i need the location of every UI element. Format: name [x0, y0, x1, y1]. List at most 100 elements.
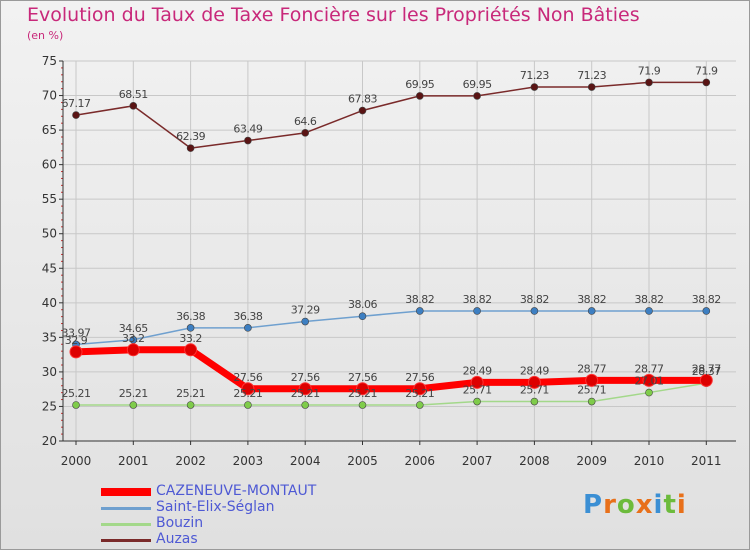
y-tick-label: 20 — [42, 434, 57, 448]
data-point — [527, 375, 541, 389]
data-point — [587, 83, 596, 91]
data-point — [129, 102, 138, 110]
data-point — [186, 324, 195, 332]
legend-swatch — [101, 523, 151, 526]
data-point — [358, 312, 367, 321]
data-point — [699, 373, 713, 387]
data-label: 71.23 — [520, 69, 549, 82]
data-label: 67.83 — [348, 93, 377, 106]
y-tick-label: 65 — [42, 123, 57, 137]
legend-label: CAZENEUVE-MONTAUT — [156, 483, 317, 499]
logo-letter: t — [663, 490, 677, 520]
data-label: 28.77 — [635, 362, 664, 375]
data-label: 25.71 — [520, 384, 549, 397]
data-label: 67.17 — [62, 97, 91, 110]
legend-label: Saint-Elix-Séglan — [156, 499, 275, 515]
data-label: 27.01 — [635, 375, 664, 388]
data-point — [415, 92, 424, 100]
data-label: 36.38 — [176, 310, 205, 323]
data-point — [244, 324, 252, 332]
x-tick-label: 2005 — [347, 454, 378, 468]
x-tick-label: 2008 — [519, 454, 550, 468]
logo-letter: P — [583, 490, 604, 520]
logo-letter: i — [676, 490, 687, 520]
logo-letter: o — [616, 490, 636, 520]
data-point — [72, 401, 80, 409]
x-tick-label: 2002 — [175, 454, 206, 468]
y-tick-label: 60 — [42, 158, 57, 172]
data-label: 38.82 — [463, 293, 492, 306]
data-label: 25.21 — [119, 387, 148, 400]
logo-letter: i — [653, 490, 664, 520]
legend-swatch — [101, 488, 151, 496]
x-tick-label: 2001 — [118, 454, 149, 468]
data-point — [358, 106, 367, 115]
data-label: 38.06 — [348, 298, 377, 311]
data-point — [473, 397, 481, 406]
y-tick-label: 30 — [42, 365, 57, 379]
data-label: 33.2 — [179, 332, 202, 345]
data-point — [129, 335, 138, 344]
data-point — [184, 343, 198, 357]
x-tick-label: 2006 — [405, 454, 436, 468]
data-label: 32.9 — [65, 334, 88, 347]
chart-title: Evolution du Taux de Taxe Foncière sur l… — [27, 4, 640, 26]
logo-letter: x — [635, 490, 654, 520]
data-label: 71.23 — [577, 69, 606, 82]
data-point — [244, 136, 252, 145]
data-point — [645, 388, 653, 397]
x-tick-label: 2003 — [233, 454, 264, 468]
data-label: 38.82 — [577, 293, 606, 306]
data-label: 63.49 — [233, 123, 262, 136]
data-point — [530, 397, 539, 406]
y-tick-label: 55 — [42, 192, 57, 206]
series-line-2 — [76, 382, 707, 406]
data-point — [702, 307, 711, 315]
data-point — [126, 343, 140, 357]
data-point — [244, 401, 252, 409]
data-point — [530, 83, 539, 91]
data-point — [585, 373, 599, 387]
legend-label: Auzas — [156, 531, 198, 547]
data-label: 25.21 — [62, 387, 91, 400]
data-label: 28.37 — [692, 365, 721, 378]
data-label: 68.51 — [119, 88, 148, 101]
data-label: 28.77 — [577, 362, 606, 375]
data-label: 38.82 — [405, 293, 434, 306]
data-point — [301, 317, 310, 326]
y-tick-label: 75 — [42, 54, 57, 68]
data-label: 25.21 — [233, 387, 262, 400]
data-label: 64.6 — [294, 115, 317, 128]
x-tick-label: 2010 — [634, 454, 665, 468]
x-tick-label: 2000 — [61, 454, 92, 468]
data-point — [69, 345, 83, 359]
data-label: 25.71 — [463, 384, 492, 397]
y-tick-label: 35 — [42, 330, 57, 344]
data-label: 33.97 — [62, 326, 91, 339]
data-point — [415, 401, 424, 409]
series-line-3 — [75, 81, 707, 149]
series-line-0 — [75, 346, 707, 393]
data-point — [645, 78, 653, 87]
data-point — [642, 373, 656, 387]
data-point — [301, 129, 310, 137]
data-point — [186, 401, 195, 409]
data-point — [129, 401, 138, 409]
data-point — [301, 401, 310, 409]
legend-swatch — [101, 507, 151, 510]
data-point — [298, 382, 312, 396]
data-point — [470, 375, 484, 389]
data-label: 69.95 — [405, 78, 434, 91]
data-label: 25.21 — [176, 387, 205, 400]
data-label: 25.21 — [405, 387, 434, 400]
data-label: 34.65 — [119, 322, 148, 335]
data-label: 27.56 — [291, 371, 320, 384]
series-line-1 — [75, 310, 707, 346]
x-tick-label: 2011 — [691, 454, 722, 468]
data-point — [241, 382, 255, 396]
data-label: 71.9 — [638, 64, 661, 77]
y-tick-label: 50 — [42, 227, 57, 241]
y-tick-label: 70 — [42, 89, 57, 103]
data-point — [473, 307, 481, 315]
